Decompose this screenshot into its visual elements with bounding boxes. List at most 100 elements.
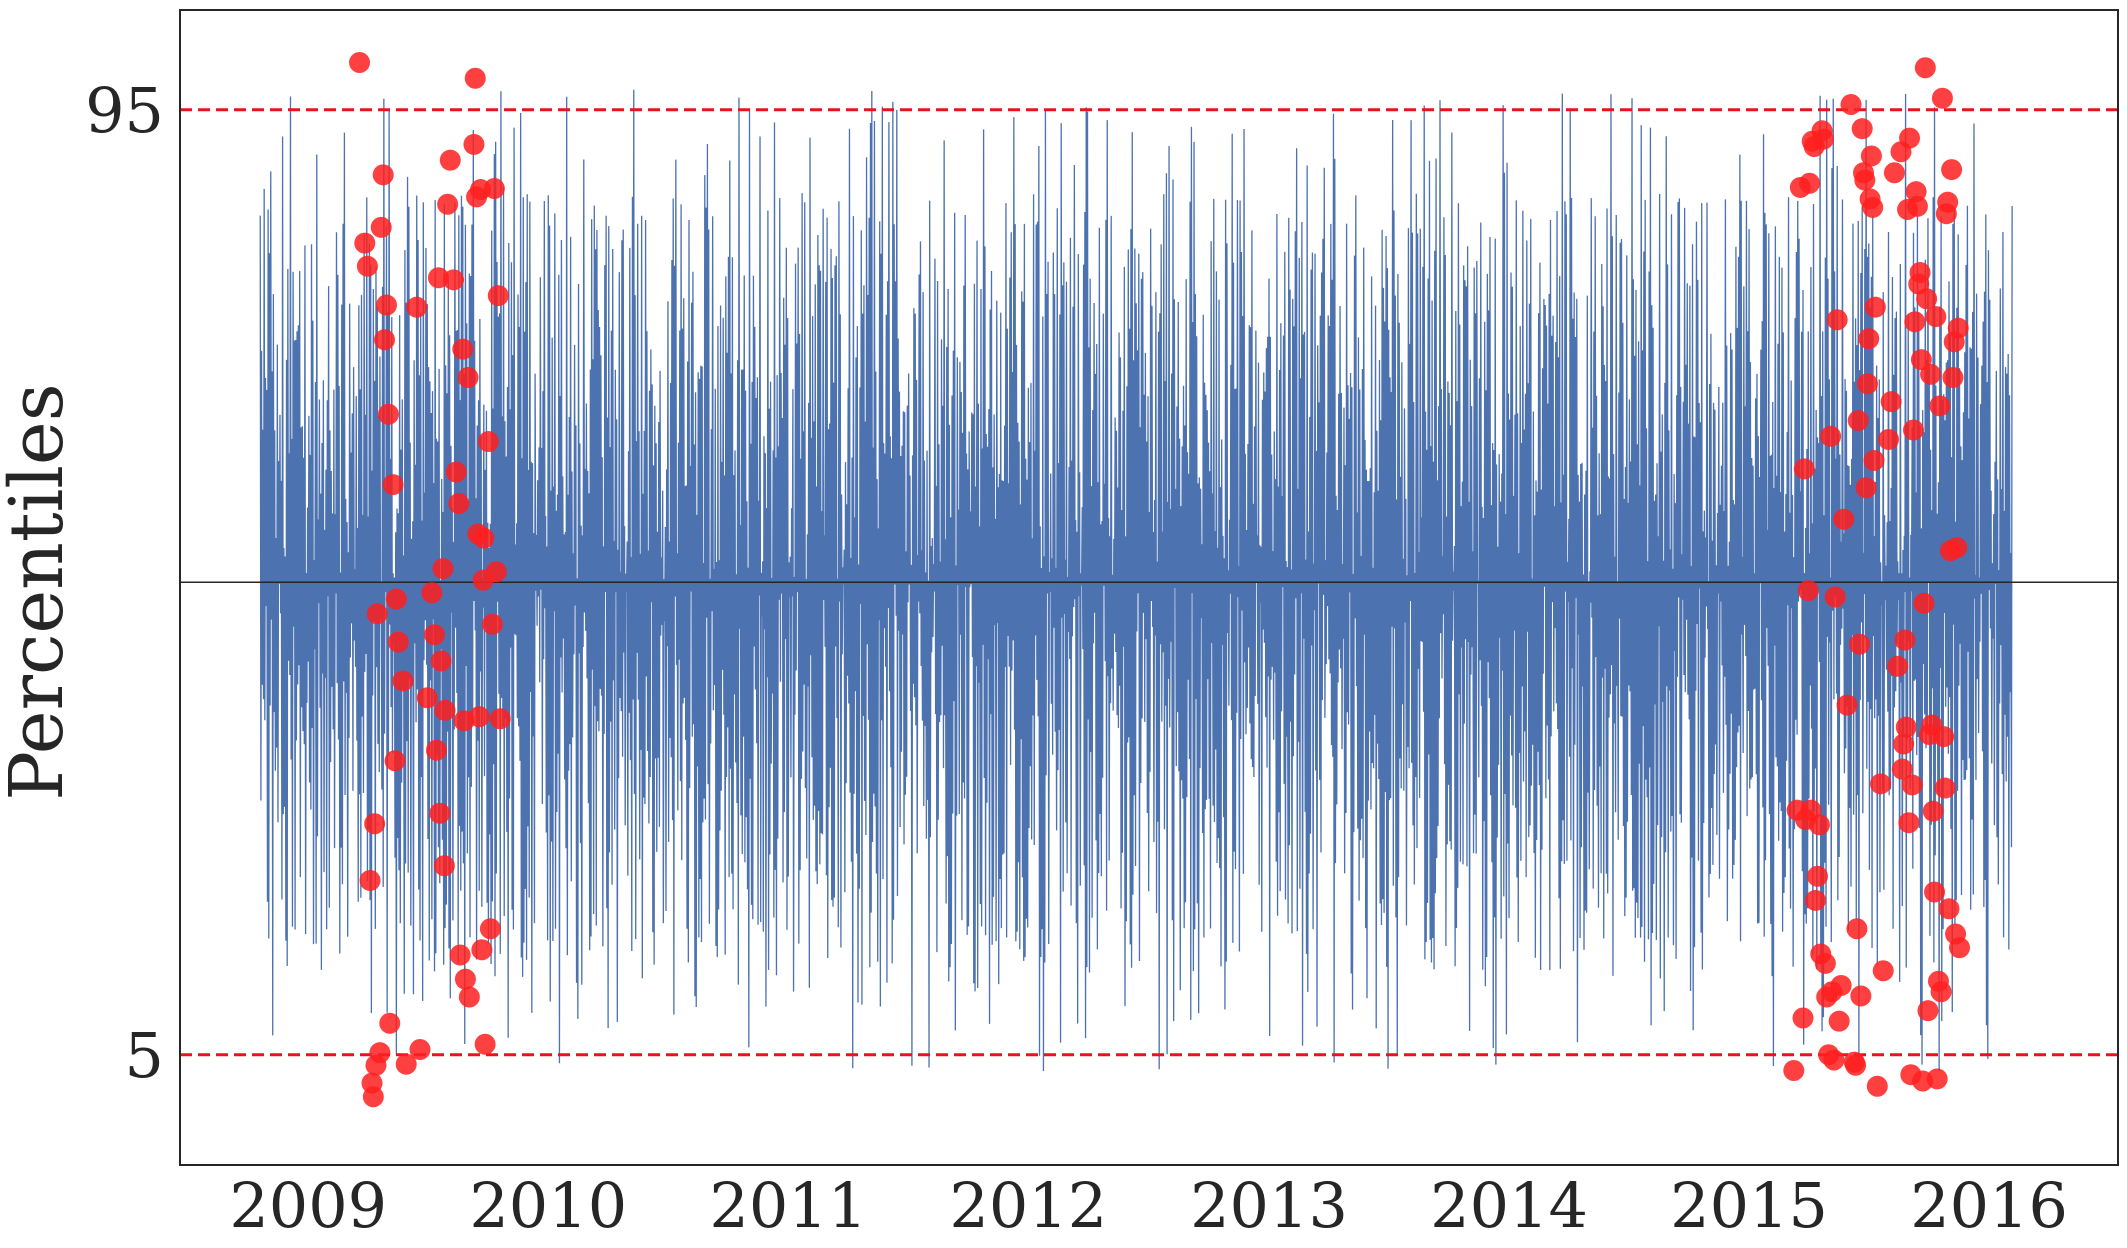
scatter-point-1: [354, 232, 376, 254]
scatter-point-126: [1902, 419, 1924, 441]
x-tick-label-2012: 2012: [949, 1169, 1107, 1242]
scatter-point-60: [487, 285, 509, 307]
scatter-point-69: [1799, 172, 1821, 194]
scatter-point-123: [1899, 127, 1921, 149]
scatter-point-18: [385, 588, 407, 610]
scatter-point-148: [1931, 87, 1953, 109]
x-axis-tick-labels: 2009 2010 2011 2012 2013 2014 2015 2016: [229, 1169, 2068, 1242]
scatter-point-25: [421, 582, 443, 604]
scatter-point-31: [432, 558, 454, 580]
scatter-point-43: [457, 367, 479, 388]
scatter-point-96: [1849, 633, 1871, 655]
series-line-path: [259, 89, 2013, 1072]
scatter-point-53: [473, 527, 495, 549]
scatter-point-79: [1814, 952, 1836, 974]
scatter-point-82: [1820, 425, 1842, 447]
scatter-point-114: [1883, 162, 1905, 184]
scatter-point-29: [429, 802, 451, 824]
scatter-point-103: [1858, 328, 1880, 350]
scatter-point-9: [369, 1042, 391, 1064]
scatter-point-66: [1793, 458, 1815, 480]
scatter-point-109: [1866, 1075, 1888, 1097]
scatter-point-46: [464, 67, 486, 89]
scatter-point-12: [374, 329, 396, 351]
scatter-point-38: [448, 493, 470, 514]
scatter-point-62: [1783, 1060, 1805, 1081]
scatter-point-146: [1929, 395, 1951, 417]
scatter-point-15: [379, 1012, 401, 1034]
x-tick-label-2016: 2016: [1910, 1169, 2068, 1242]
scatter-point-134: [1913, 592, 1935, 614]
scatter-point-54: [474, 1033, 496, 1055]
scatter-point-75: [1808, 814, 1830, 836]
scatter-point-2: [356, 255, 378, 277]
scatter-point-136: [1916, 288, 1938, 310]
scatter-point-91: [1840, 94, 1862, 115]
scatter-point-113: [1880, 391, 1902, 413]
scatter-point-58: [483, 178, 505, 199]
scatter-point-35: [439, 149, 461, 171]
scatter-point-23: [409, 1039, 431, 1060]
scatter-point-119: [1894, 629, 1916, 651]
scatter-point-6: [364, 813, 386, 835]
scatter-point-161: [1949, 937, 1971, 959]
scatter-point-84: [1823, 1049, 1845, 1071]
scatter-point-94: [1846, 918, 1868, 940]
scatter-point-150: [1934, 777, 1956, 799]
scatter-point-141: [1922, 800, 1944, 822]
scatter-point-65: [1792, 1007, 1814, 1029]
scatter-point-139: [1920, 363, 1942, 385]
scatter-point-122: [1898, 812, 1920, 834]
scatter-point-27: [425, 739, 447, 761]
scatter-point-20: [392, 670, 414, 692]
scatter-point-110: [1870, 773, 1892, 795]
scatter-point-32: [433, 855, 455, 877]
x-tick-label-2010: 2010: [469, 1169, 627, 1242]
scatter-point-22: [406, 296, 428, 318]
percentile-series-line: [259, 89, 2013, 1072]
scatter-point-95: [1847, 410, 1869, 432]
x-tick-label-2011: 2011: [709, 1169, 867, 1242]
scatter-point-39: [449, 944, 471, 966]
scatter-point-42: [454, 968, 476, 990]
scatter-point-14: [377, 403, 399, 425]
scatter-point-10: [370, 216, 392, 238]
y-tick-label-5: 5: [125, 1019, 164, 1092]
scatter-point-107: [1863, 449, 1885, 471]
scatter-point-118: [1893, 733, 1915, 755]
scatter-point-45: [463, 133, 485, 155]
scatter-point-73: [1804, 889, 1826, 911]
scatter-point-156: [1942, 367, 1964, 388]
scatter-point-129: [1906, 195, 1928, 217]
scatter-point-115: [1887, 655, 1909, 677]
scatter-point-105: [1860, 145, 1882, 167]
scatter-point-155: [1941, 159, 1963, 181]
scatter-point-68: [1797, 580, 1819, 602]
scatter-point-108: [1864, 296, 1886, 318]
scatter-point-125: [1901, 774, 1923, 796]
scatter-point-149: [1933, 726, 1955, 748]
scatter-point-37: [445, 461, 467, 483]
plot-frame: [179, 9, 2119, 1166]
scatter-point-112: [1877, 428, 1899, 450]
scatter-point-159: [1946, 537, 1968, 559]
scatter-point-86: [1826, 309, 1848, 331]
scatter-point-11: [372, 164, 394, 186]
scatter-point-98: [1851, 118, 1873, 140]
y-axis-tick-labels: 95 5: [85, 74, 164, 1092]
scatter-point-137: [1917, 1000, 1939, 1022]
scatter-point-74: [1806, 865, 1828, 887]
scatter-point-93: [1845, 1054, 1867, 1076]
y-axis-label: Percentiles: [0, 383, 80, 800]
scatter-point-144: [1926, 1068, 1948, 1090]
scatter-point-59: [485, 561, 507, 583]
scatter-point-40: [452, 338, 474, 360]
scatter-point-51: [471, 939, 493, 961]
scatter-point-111: [1872, 960, 1894, 982]
scatter-point-16: [382, 474, 404, 496]
scatter-point-160: [1947, 317, 1969, 339]
scatter-point-17: [384, 750, 406, 772]
scatter-point-57: [481, 613, 503, 635]
scatter-point-24: [416, 687, 438, 709]
